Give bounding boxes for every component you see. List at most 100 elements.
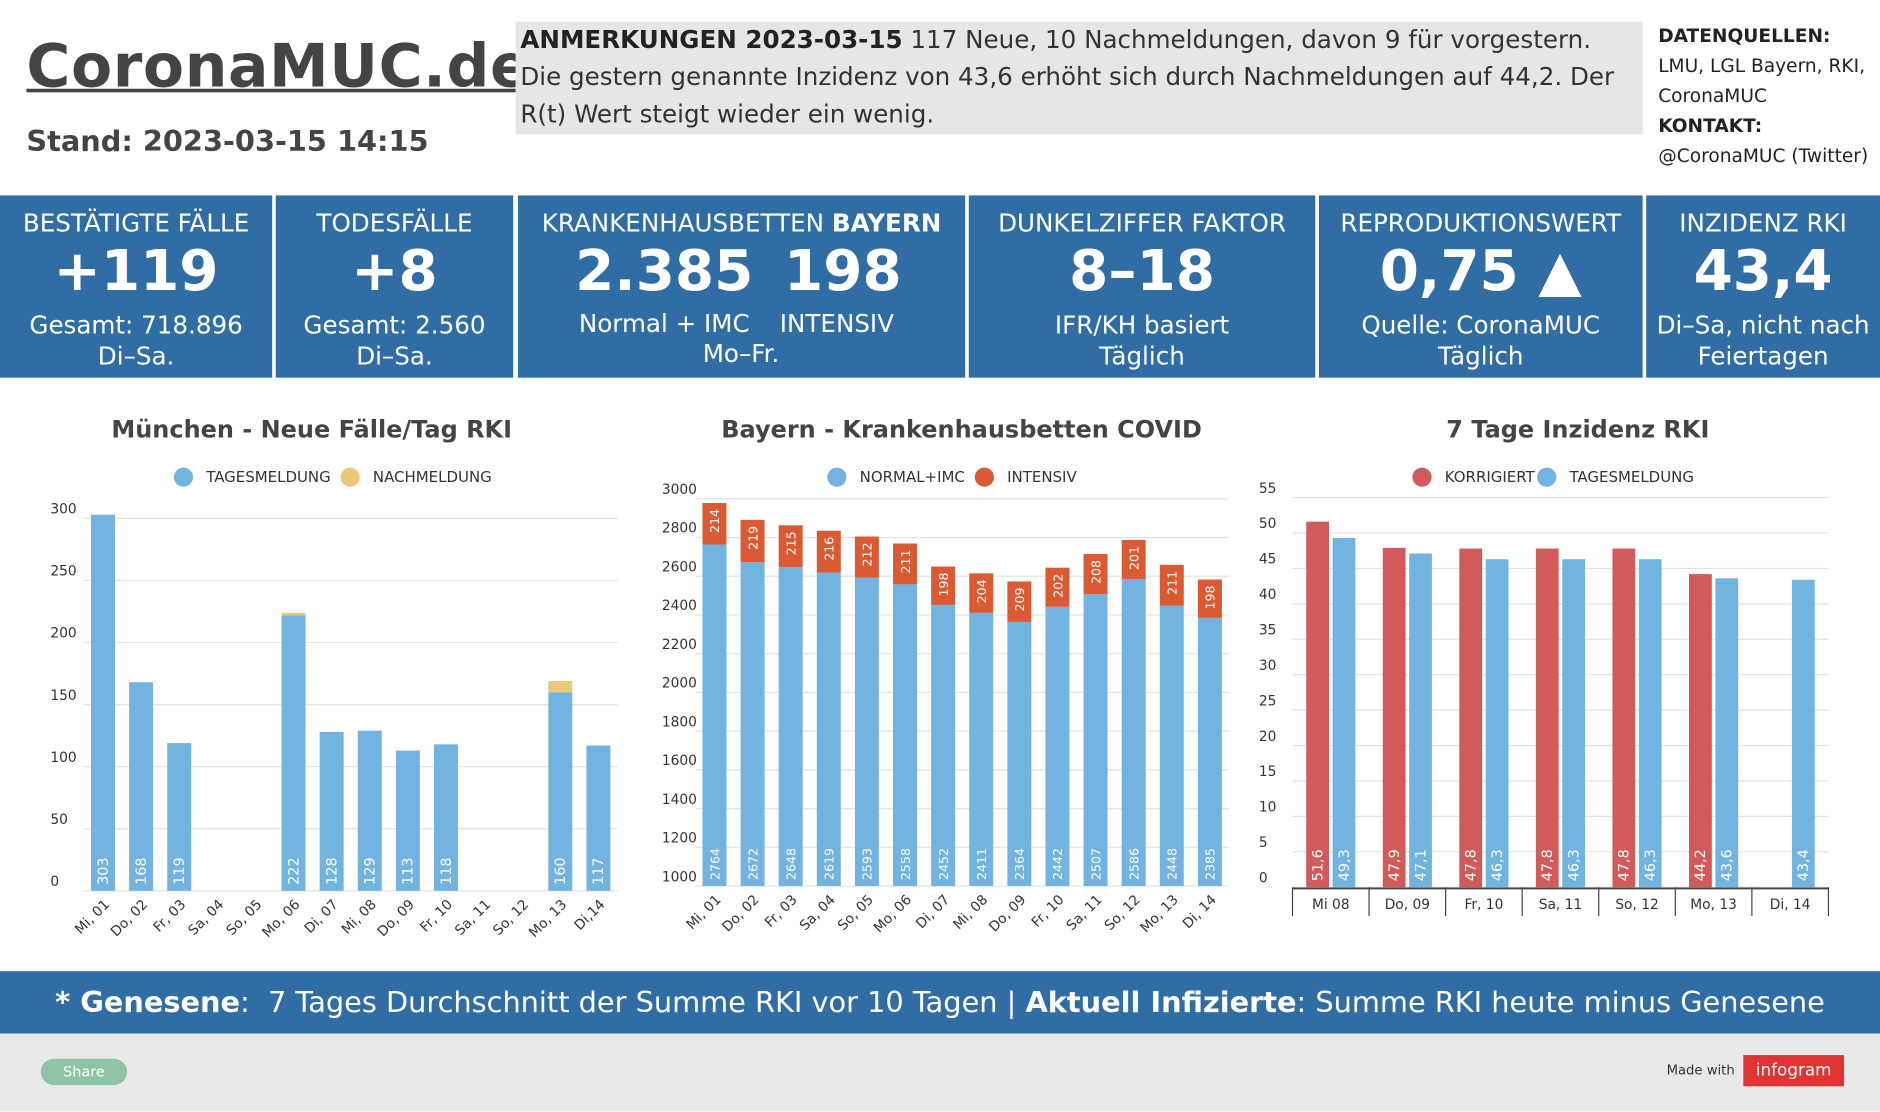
data-label: 222	[286, 857, 302, 884]
bar	[433, 744, 458, 891]
x-tick-label: Mo, 13	[1138, 892, 1182, 936]
bar	[129, 682, 154, 891]
sources-text: LMU, LGL Bayern, RKI, CoronaMUC	[1658, 55, 1865, 107]
data-label: 209	[1012, 587, 1027, 611]
x-tick-label: Mi, 08	[339, 897, 380, 938]
data-label: 46,3	[1643, 849, 1659, 881]
legend-marker	[1537, 467, 1557, 487]
bar	[319, 731, 344, 891]
bar	[778, 525, 803, 567]
y-tick-label: 250	[50, 564, 76, 580]
data-label: 168	[134, 857, 150, 884]
bar	[1121, 578, 1146, 887]
data-label: 160	[553, 857, 569, 884]
footer-note: * Genesene: 7 Tages Durchschnitt der Sum…	[0, 971, 1880, 1034]
bar	[1409, 553, 1432, 888]
site-title[interactable]: CoronaMUC.de	[26, 31, 532, 101]
data-label: 204	[974, 579, 989, 603]
x-tick-label: Mi, 01	[72, 897, 113, 938]
bar	[816, 530, 841, 573]
y-tick-label: 0	[50, 874, 59, 890]
kpi-value: 43,4	[1693, 238, 1833, 305]
kpi-value: 198	[784, 238, 902, 305]
notes: ANMERKUNGEN 2023-03-15 117 Neue, 10 Nach…	[515, 21, 1643, 135]
bar	[281, 615, 306, 891]
bar	[1562, 559, 1586, 888]
made-with: Made with	[1666, 1062, 1735, 1078]
footer-term: Aktuell Infizierte	[1025, 985, 1297, 1020]
bar	[167, 743, 192, 891]
kpi-label: Normal + IMC	[578, 309, 750, 339]
data-label: 2648	[783, 848, 798, 880]
bar	[931, 604, 956, 887]
data-label: 2385	[1203, 848, 1218, 880]
kpi-value: 2.385	[575, 238, 754, 305]
x-tick-label: So, 05	[223, 897, 265, 939]
data-label: 47,9	[1387, 849, 1403, 881]
x-tick-label: Mo, 06	[259, 897, 303, 941]
bar	[586, 745, 611, 891]
data-label: 2442	[1050, 848, 1065, 880]
data-label: 2452	[936, 848, 951, 880]
bar	[1197, 579, 1222, 618]
y-tick-label: 5	[1259, 835, 1268, 851]
legend-label: NORMAL+IMC	[860, 468, 965, 486]
y-tick-label: 1600	[662, 753, 697, 769]
kpi-value: +8	[351, 238, 438, 305]
bar	[281, 612, 306, 616]
kpi-line: Di–Sa, nicht nach	[1656, 310, 1870, 340]
share-button[interactable]: Share	[40, 1058, 128, 1086]
contact-title: KONTAKT:	[1658, 115, 1763, 137]
kpi-title: INZIDENZ RKI	[1646, 209, 1880, 238]
bar	[1007, 581, 1032, 622]
data-label: 43,4	[1796, 849, 1812, 881]
kpi-title: KRANKENHAUSBETTEN BAYERN	[518, 209, 965, 238]
data-label: 216	[822, 537, 837, 561]
legend-marker	[173, 467, 194, 487]
y-tick-label: 2400	[662, 598, 697, 614]
bar	[1535, 548, 1559, 888]
legend-label: INTENSIV	[1007, 468, 1077, 486]
brand-logo[interactable]: infogram	[1743, 1055, 1845, 1087]
bar	[1159, 564, 1184, 606]
kpi-line: Di–Sa.	[356, 341, 433, 371]
data-label: 47,8	[1540, 849, 1556, 881]
bar	[1306, 521, 1329, 888]
bar	[854, 536, 879, 578]
notes-text: 117 Neue, 10 Nachmeldungen, davon 9 für …	[520, 25, 1615, 129]
sources-title: DATENQUELLEN:	[1658, 25, 1831, 47]
bar	[702, 503, 727, 545]
x-tick-label: Fr, 03	[150, 897, 189, 936]
x-tick-label: Do, 09	[986, 892, 1029, 935]
data-label: 215	[783, 531, 798, 555]
chart-title: 7 Tage Inzidenz RKI	[1446, 416, 1709, 444]
y-tick-label: 30	[1259, 658, 1277, 674]
data-label: 2507	[1088, 848, 1103, 880]
bar	[1083, 553, 1108, 595]
kpi-box: DUNKELZIFFER FAKTOR 8–18 IFR/KH basiert Täg…	[968, 195, 1316, 378]
data-label: 202	[1050, 574, 1065, 598]
bar	[702, 544, 727, 887]
bar	[395, 750, 420, 891]
footer-text: : 7 Tages Durchschnitt der Summe RKI vor…	[239, 985, 1026, 1020]
chart: Bayern - Krankenhausbetten COVID NORMAL+I…	[662, 416, 1229, 936]
x-tick-label: Sa, 11	[1539, 897, 1582, 913]
kpi-box: INZIDENZ RKI 43,4 Di–Sa, nicht nach Feierta…	[1646, 195, 1880, 378]
legend-marker	[974, 467, 994, 487]
x-tick-label: Di, 07	[302, 897, 342, 937]
bar	[1007, 621, 1032, 887]
x-tick-label: Fr, 10	[1029, 892, 1068, 931]
y-tick-label: 200	[50, 626, 76, 642]
bottom-bar	[0, 1033, 1880, 1112]
bar	[893, 543, 918, 585]
bar	[1159, 605, 1184, 887]
y-tick-label: 3000	[662, 482, 697, 498]
x-tick-label: Sa, 04	[797, 892, 839, 934]
data-label: 47,8	[1617, 849, 1633, 881]
kpi-line: Di–Sa.	[97, 341, 175, 371]
data-label: 2672	[745, 848, 760, 880]
x-tick-label: Mi, 01	[683, 892, 724, 933]
kpi-line: Quelle: CoronaMUC	[1361, 310, 1601, 340]
x-tick-label: Do, 02	[719, 892, 762, 935]
y-tick-label: 150	[50, 688, 76, 704]
